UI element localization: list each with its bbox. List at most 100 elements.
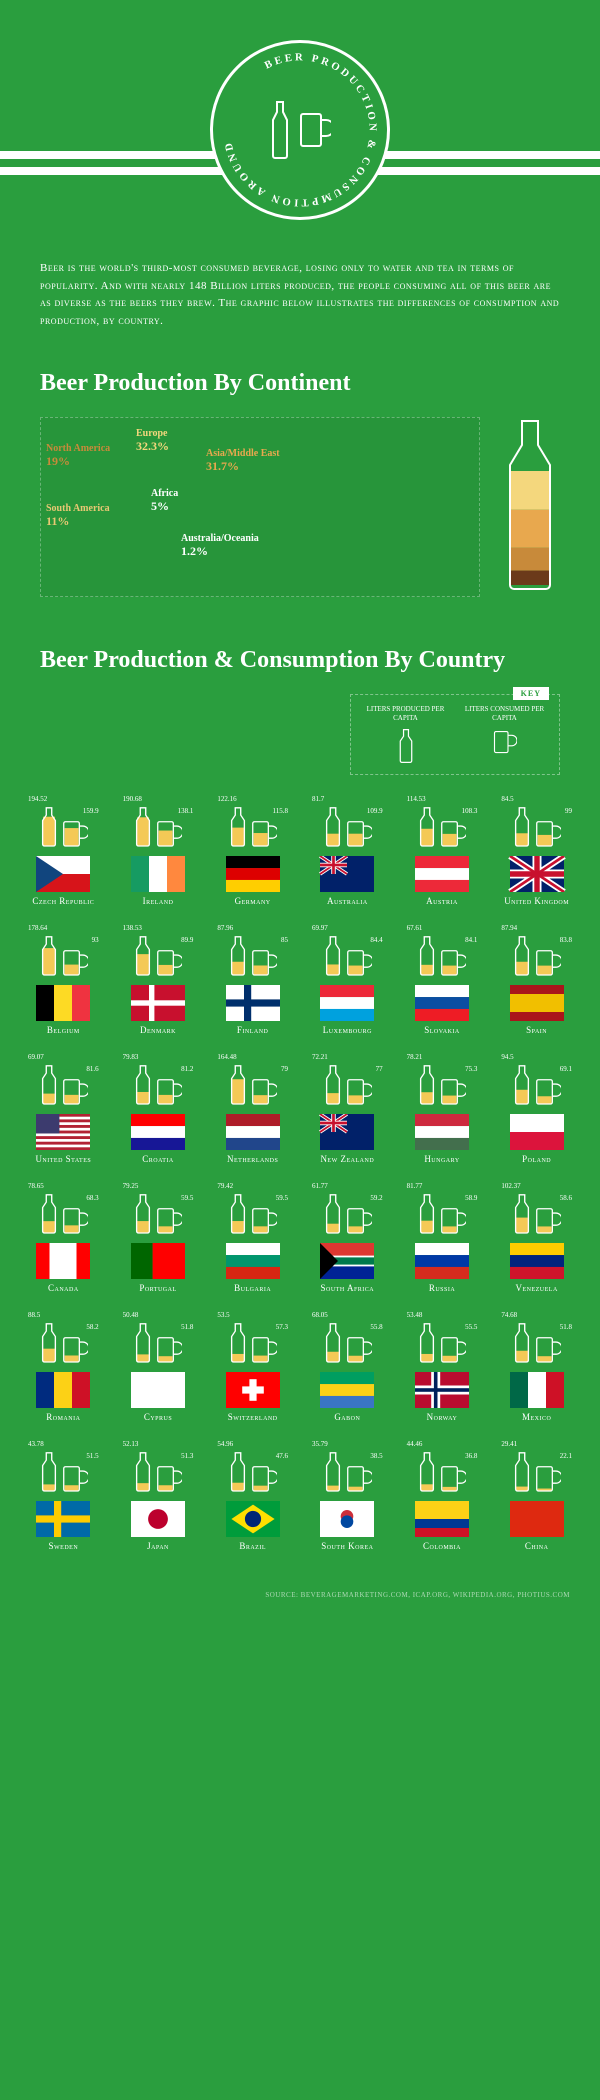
- produced-value: 102.37: [501, 1182, 520, 1190]
- bottle-icon: [133, 1189, 153, 1237]
- key-badge: KEY: [513, 687, 549, 700]
- mug-icon: [346, 1203, 372, 1237]
- country-name: Colombia: [399, 1541, 486, 1551]
- flag: [33, 856, 93, 892]
- mug-icon: [156, 945, 182, 979]
- country-item: 44.46 36.8 Colombia: [399, 1440, 486, 1551]
- bottle-icon: [39, 1318, 59, 1366]
- consumed-value: 159.9: [83, 807, 99, 815]
- flag: [317, 856, 377, 892]
- country-item: 79.42 59.5 Bulgaria: [209, 1182, 296, 1293]
- country-name: Czech Republic: [20, 896, 107, 906]
- consumed-value: 51.5: [86, 1452, 98, 1460]
- country-name: Hungary: [399, 1154, 486, 1164]
- flag: [128, 985, 188, 1021]
- bottle-icon: [39, 802, 59, 850]
- mug-icon: [346, 1461, 372, 1495]
- country-item: 87.94 83.8 Spain: [493, 924, 580, 1035]
- country-item: 190.68 138.1 Ireland: [115, 795, 202, 906]
- country-item: 94.5 69.1 Poland: [493, 1053, 580, 1164]
- country-item: 74.68 51.8 Mexico: [493, 1311, 580, 1422]
- country-name: South Africa: [304, 1283, 391, 1293]
- bottle-icon: [228, 1447, 248, 1495]
- country-name: Luxembourg: [304, 1025, 391, 1035]
- country-name: China: [493, 1541, 580, 1551]
- continent-label: North America19%: [46, 443, 110, 469]
- continent-label: Asia/Middle East31.7%: [206, 448, 280, 474]
- bottle-icon: [133, 931, 153, 979]
- produced-value: 78.21: [407, 1053, 423, 1061]
- produced-value: 81.77: [407, 1182, 423, 1190]
- mug-icon: [156, 1461, 182, 1495]
- mug-icon: [251, 945, 277, 979]
- mug-icon: [62, 945, 88, 979]
- mug-icon: [62, 816, 88, 850]
- mug-icon: [251, 1203, 277, 1237]
- consumed-value: 59.2: [370, 1194, 382, 1202]
- mug-icon: [440, 945, 466, 979]
- flag: [317, 985, 377, 1021]
- bottle-icon: [228, 1318, 248, 1366]
- consumed-value: 58.2: [86, 1323, 98, 1331]
- country-item: 35.79 38.5 South Korea: [304, 1440, 391, 1551]
- bottle-icon: [417, 1318, 437, 1366]
- consumed-value: 84.1: [465, 936, 477, 944]
- bottle-icon: [39, 931, 59, 979]
- bottle-icon: [397, 728, 415, 764]
- produced-value: 84.5: [501, 795, 513, 803]
- bottle-icon: [417, 802, 437, 850]
- mug-icon: [440, 1074, 466, 1108]
- bottle-icon: [323, 1318, 343, 1366]
- country-item: 52.13 51.3 Japan: [115, 1440, 202, 1551]
- produced-value: 69.07: [28, 1053, 44, 1061]
- consumed-value: 89.9: [181, 936, 193, 944]
- produced-value: 29.41: [501, 1440, 517, 1448]
- key-produced-label: Liters produced per capita: [367, 705, 445, 722]
- country-item: 138.53 89.9 Denmark: [115, 924, 202, 1035]
- bottle-icon: [323, 802, 343, 850]
- country-name: Poland: [493, 1154, 580, 1164]
- country-item: 81.7 109.9 Australia: [304, 795, 391, 906]
- country-item: 81.77 58.9 Russia: [399, 1182, 486, 1293]
- country-name: Brazil: [209, 1541, 296, 1551]
- bottle-icon: [417, 1189, 437, 1237]
- flag: [128, 1372, 188, 1408]
- consumed-value: 83.8: [560, 936, 572, 944]
- flag: [33, 985, 93, 1021]
- consumed-value: 138.1: [178, 807, 194, 815]
- produced-value: 178.64: [28, 924, 47, 932]
- source-text: Source: beveragemarketing.com, icap.org,…: [0, 1581, 600, 1609]
- produced-value: 54.96: [217, 1440, 233, 1448]
- flag: [412, 1114, 472, 1150]
- flag: [33, 1501, 93, 1537]
- consumed-value: 47.6: [276, 1452, 288, 1460]
- consumed-value: 84.4: [370, 936, 382, 944]
- bottle-icon: [228, 802, 248, 850]
- produced-value: 79.25: [123, 1182, 139, 1190]
- produced-value: 74.68: [501, 1311, 517, 1319]
- consumed-value: 109.9: [367, 807, 383, 815]
- produced-value: 122.16: [217, 795, 236, 803]
- flag: [317, 1243, 377, 1279]
- consumed-value: 69.1: [560, 1065, 572, 1073]
- mug-icon: [440, 1461, 466, 1495]
- mug-icon: [535, 816, 561, 850]
- country-item: 53.48 55.5 Norway: [399, 1311, 486, 1422]
- consumed-value: 55.8: [370, 1323, 382, 1331]
- bottle-icon: [512, 931, 532, 979]
- country-name: Netherlands: [209, 1154, 296, 1164]
- country-item: 50.48 51.8 Cyprus: [115, 1311, 202, 1422]
- produced-value: 194.52: [28, 795, 47, 803]
- continent-label: Australia/Oceania1.2%: [181, 533, 259, 559]
- flag: [317, 1372, 377, 1408]
- consumed-value: 85: [281, 936, 288, 944]
- continent-section: North America19%Europe32.3%Asia/Middle E…: [0, 407, 600, 627]
- bottle-icon: [323, 931, 343, 979]
- legend-box: KEY Liters produced per capita Liters co…: [350, 694, 560, 774]
- country-name: Canada: [20, 1283, 107, 1293]
- produced-value: 72.21: [312, 1053, 328, 1061]
- country-item: 87.96 85 Finland: [209, 924, 296, 1035]
- mug-icon: [440, 816, 466, 850]
- consumed-value: 55.5: [465, 1323, 477, 1331]
- intro-text: Beer is the world's third-most consumed …: [0, 240, 600, 350]
